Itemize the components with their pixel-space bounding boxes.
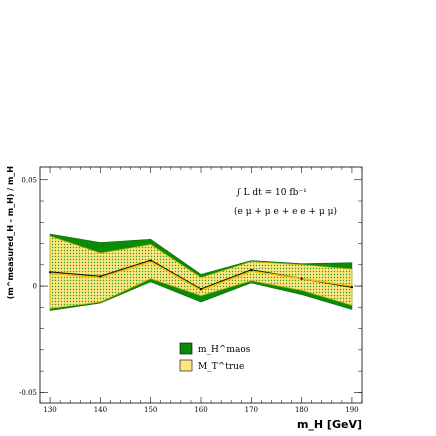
legend-swatch-maos	[179, 342, 193, 355]
x-tick-label: 180	[295, 406, 308, 414]
legend-label-mt: M_T^true	[198, 362, 244, 372]
x-tick-label: 160	[194, 406, 207, 414]
legend-label-maos: m_H^maos	[198, 345, 251, 355]
annotation-line2: (e μ + μ e + e e + μ μ)	[234, 206, 337, 217]
y-tick-label: 0	[33, 283, 37, 291]
legend-swatch-mt	[179, 359, 193, 372]
y-axis-title: (m^measured_H - m_H) / m_H	[6, 166, 15, 299]
band-mt	[49, 235, 353, 309]
point-maos	[199, 288, 203, 291]
point-maos	[250, 269, 253, 272]
annotation-line1: ∫ L dt = 10 fb⁻¹	[236, 188, 307, 198]
point-maos	[48, 271, 52, 274]
point-maos	[99, 275, 102, 278]
legend: m_H^maos M_T^true	[179, 342, 251, 372]
x-tick-label: 150	[144, 406, 157, 414]
ticks: 130 140 150 160 170 180 190 0.05 0 -0.05	[19, 167, 363, 414]
x-tick-label: 170	[245, 406, 258, 414]
annotation: ∫ L dt = 10 fb⁻¹ (e μ + μ e + e e + μ μ)	[234, 188, 337, 217]
x-tick-label: 190	[345, 406, 358, 414]
point-maos	[350, 286, 354, 289]
x-axis-title: m_H [GeV]	[297, 418, 362, 431]
x-tick-label: 130	[43, 406, 56, 414]
y-tick-label: -0.05	[19, 389, 37, 397]
point-maos	[300, 277, 303, 280]
bands	[48, 233, 354, 311]
y-tick-label: 0.05	[21, 176, 37, 184]
x-tick-label: 140	[94, 406, 107, 414]
point-maos	[149, 259, 152, 262]
